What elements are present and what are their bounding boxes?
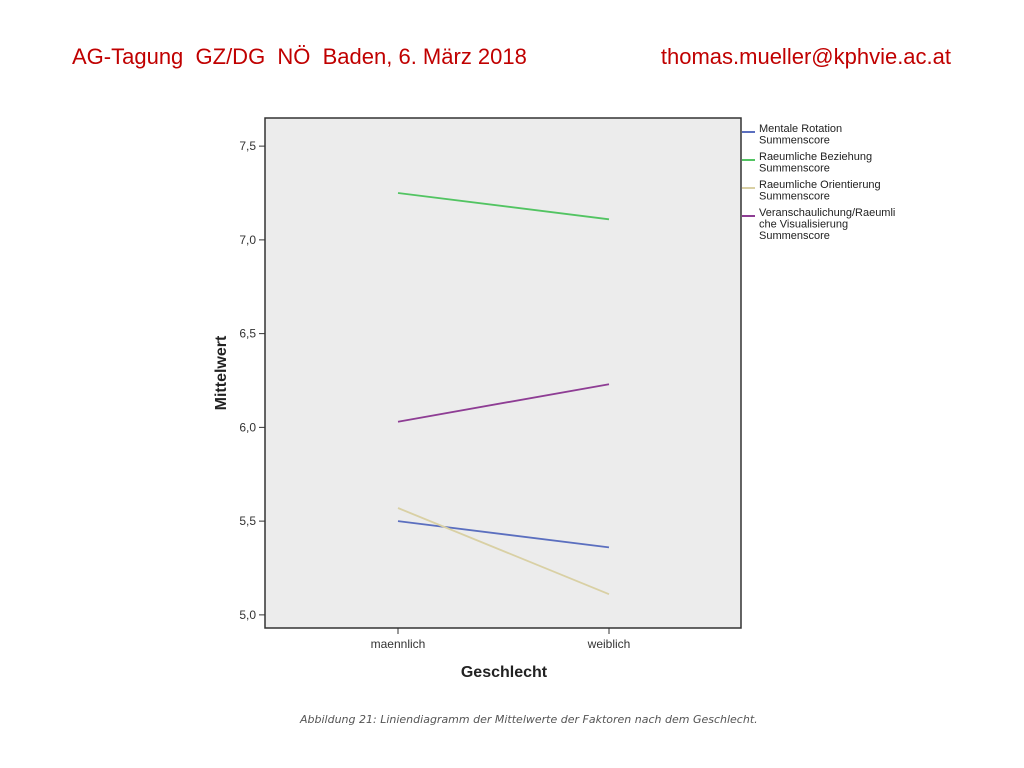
y-tick-label: 7,0: [239, 233, 256, 247]
legend-label: Summenscore: [759, 163, 830, 175]
legend-label: Summenscore: [759, 191, 830, 203]
y-tick-label: 6,5: [239, 327, 256, 341]
legend-label: Veranschaulichung/Raeumli: [759, 207, 895, 219]
legend-label: Raeumliche Orientierung: [759, 179, 881, 191]
x-axis: maennlich weiblich: [371, 628, 631, 651]
header-email: thomas.mueller@kphvie.ac.at: [660, 44, 951, 69]
y-tick-label: 6,0: [239, 420, 256, 434]
y-tick-label: 7,5: [239, 139, 256, 153]
series-lines: [397, 192, 610, 596]
y-axis-title: Mittelwert: [213, 335, 230, 410]
legend-label: Summenscore: [759, 135, 830, 147]
series-line-3: [397, 507, 610, 596]
x-axis-title: Geschlecht: [461, 664, 548, 681]
plot-area: [264, 117, 742, 629]
series-line-2: [397, 192, 610, 221]
y-tick-label: 5,5: [239, 514, 256, 528]
legend-label: Mentale Rotation: [759, 123, 842, 135]
series-line-1: [397, 520, 610, 549]
x-tick-label: weiblich: [587, 637, 631, 651]
legend-label: Summenscore: [759, 230, 830, 242]
header-title: AG-Tagung GZ/DG NÖ Baden, 6. März 2018: [72, 44, 527, 69]
y-tick-label: 5,0: [239, 608, 256, 622]
legend-label: che Visualisierung: [759, 219, 848, 231]
legend-label: Raeumliche Beziehung: [759, 151, 872, 163]
figure-caption: Abbildung 21: Liniendiagramm der Mittelw…: [300, 713, 758, 726]
series-line-4: [397, 383, 610, 423]
y-axis: 5,0 5,5 6,0 6,5 7,0 7,5: [239, 139, 265, 622]
x-tick-label: maennlich: [371, 637, 426, 651]
